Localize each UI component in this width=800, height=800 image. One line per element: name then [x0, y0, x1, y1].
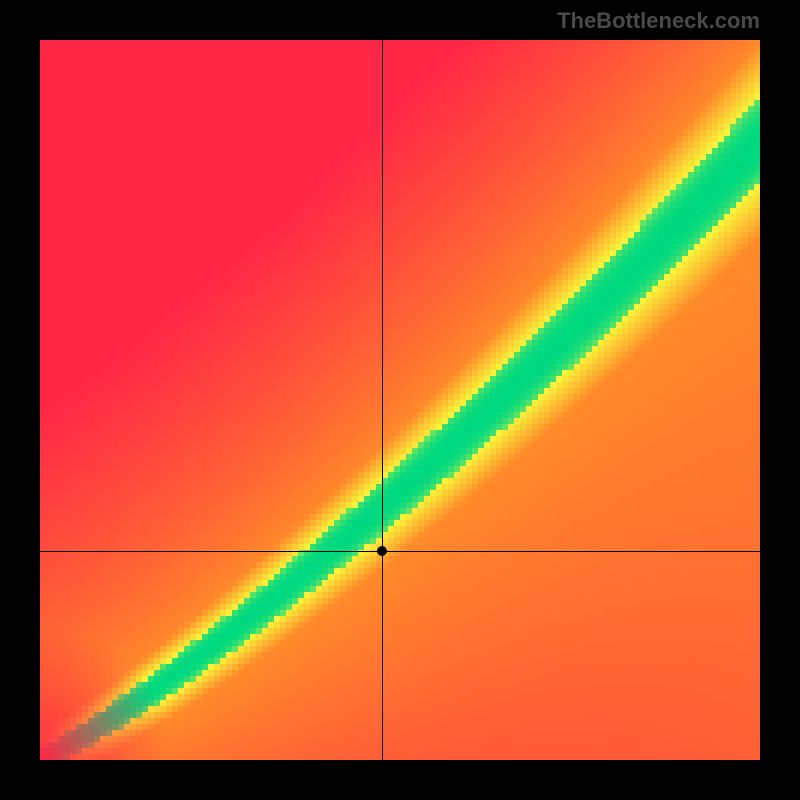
- crosshair-horizontal: [40, 551, 760, 552]
- heatmap-canvas: [40, 40, 760, 760]
- watermark-text: TheBottleneck.com: [557, 8, 760, 34]
- crosshair-vertical: [382, 40, 383, 760]
- crosshair-marker: [377, 546, 387, 556]
- bottleneck-heatmap: [40, 40, 760, 760]
